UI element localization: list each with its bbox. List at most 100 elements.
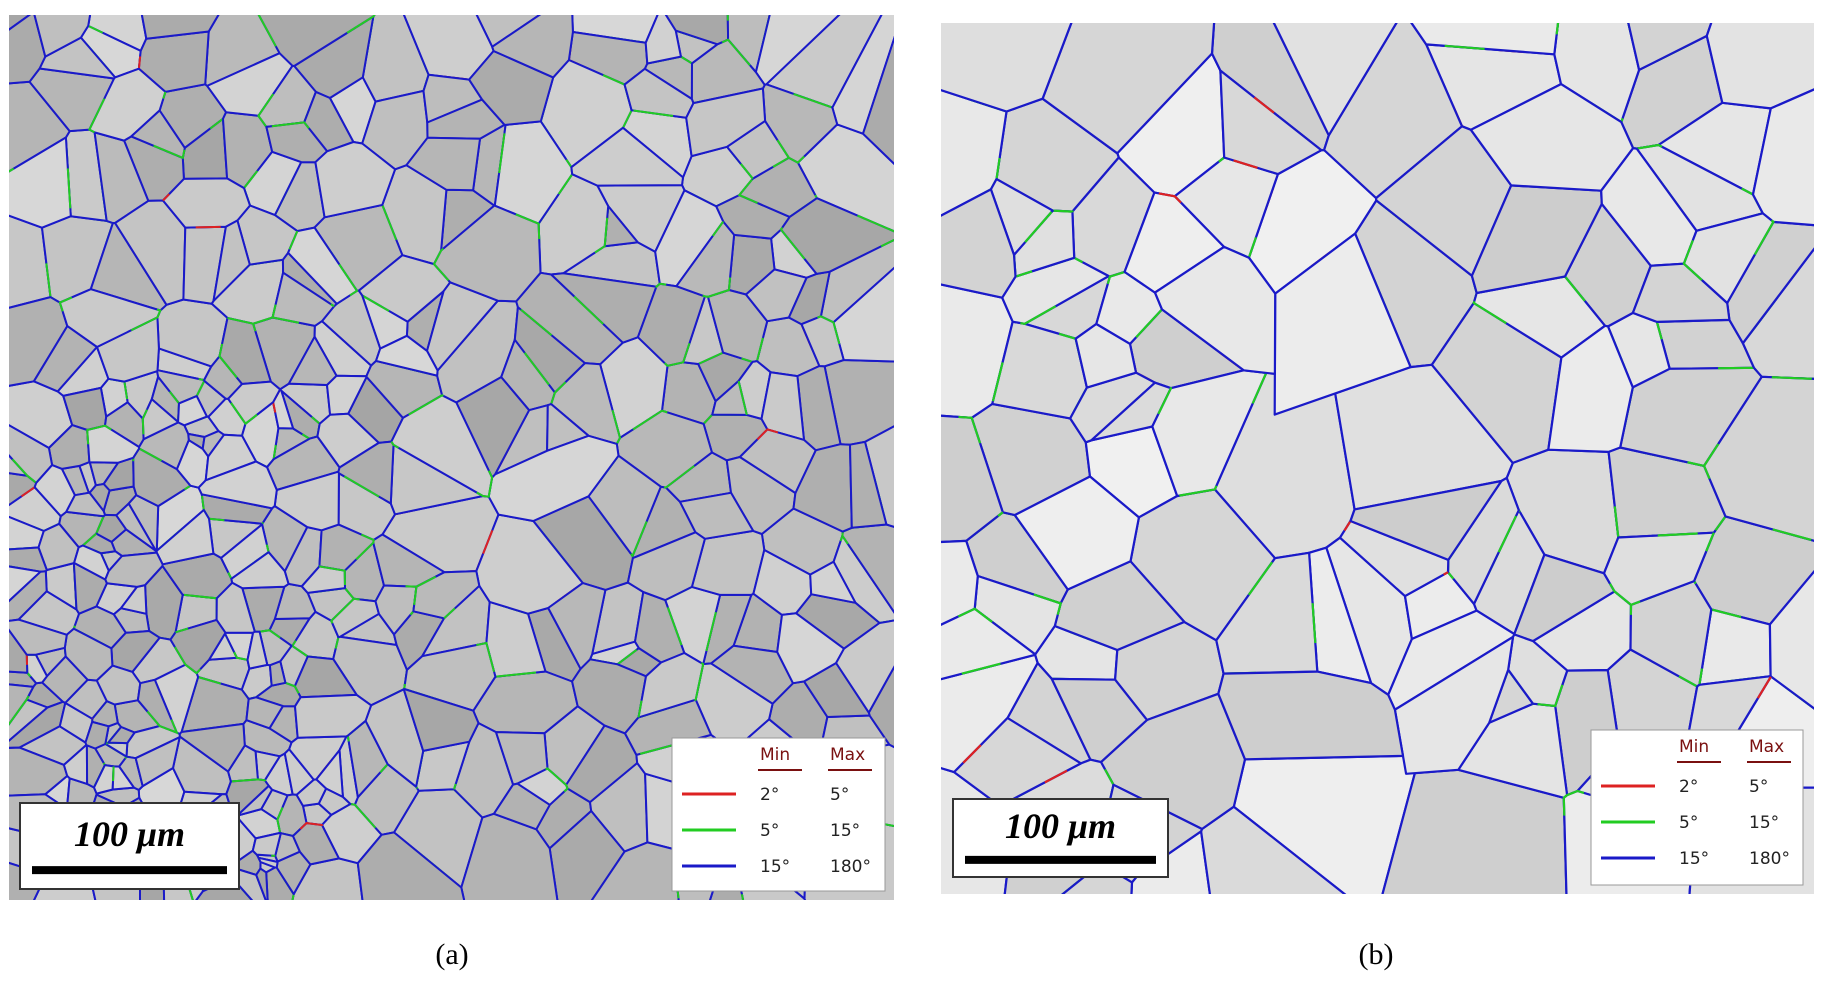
low-angle-boundary	[226, 380, 281, 426]
legend-header: Max	[830, 745, 865, 765]
very-low-angle-boundary	[1123, 191, 1226, 294]
grain	[88, 483, 111, 512]
legend-value: 15°	[830, 821, 860, 841]
low-angle-boundary	[9, 424, 54, 485]
grain	[1153, 245, 1277, 375]
low-angle-boundary	[271, 271, 336, 327]
low-angle-boundary	[88, 67, 167, 142]
legend-value: 5°	[760, 821, 779, 841]
grain	[738, 428, 817, 494]
grain	[941, 607, 1037, 681]
grain	[257, 15, 376, 67]
grain	[204, 433, 257, 482]
grain	[402, 688, 480, 752]
low-angle-boundary	[223, 631, 255, 662]
grain	[1217, 670, 1405, 761]
grain	[115, 502, 157, 552]
micrograph-a	[9, 15, 894, 900]
legend-value: 15°	[760, 857, 790, 877]
very-low-angle-boundary	[1338, 519, 1450, 598]
low-angle-boundary	[515, 767, 569, 807]
low-angle-boundary	[1602, 531, 1716, 607]
low-angle-boundary	[587, 454, 663, 559]
very-low-angle-boundary	[952, 716, 1084, 808]
low-angle-boundary	[286, 226, 359, 306]
grain	[941, 23, 1073, 113]
panel-label: (b)	[1359, 938, 1394, 971]
low-angle-boundary	[779, 197, 894, 275]
grain	[460, 812, 559, 900]
grain	[1273, 232, 1412, 416]
grain	[134, 736, 181, 788]
low-angle-boundary	[550, 362, 622, 446]
grain	[1349, 479, 1503, 562]
low-angle-boundary	[637, 651, 705, 719]
grain	[215, 581, 256, 634]
grain	[1074, 322, 1138, 389]
low-angle-boundary	[390, 394, 494, 498]
legend-value: 5°	[830, 785, 849, 805]
grain	[547, 582, 607, 670]
grain	[1702, 375, 1814, 542]
low-angle-boundary	[615, 646, 663, 678]
low-angle-boundary	[81, 532, 117, 555]
grain	[107, 726, 136, 745]
grain	[375, 334, 439, 377]
very-low-angle-boundary	[161, 177, 252, 229]
grain	[32, 325, 98, 393]
low-angle-boundary	[725, 119, 791, 180]
low-angle-boundary	[332, 635, 409, 707]
low-angle-boundary	[1472, 275, 1607, 359]
grain	[65, 491, 106, 518]
grain	[626, 531, 706, 602]
grain	[33, 464, 76, 518]
very-low-angle-boundary	[291, 822, 341, 866]
grain	[1547, 324, 1634, 453]
low-angle-boundary	[9, 683, 35, 726]
scale-bar-label: 100 μm	[74, 814, 185, 854]
low-angle-boundary	[690, 38, 766, 105]
low-angle-boundary	[800, 315, 845, 368]
grain	[33, 15, 92, 58]
low-angle-boundary	[136, 678, 179, 735]
grain	[246, 630, 269, 670]
scale-bar-box	[19, 802, 240, 890]
low-angle-boundary	[636, 282, 707, 367]
grain	[685, 87, 767, 158]
grain	[941, 188, 1017, 299]
low-angle-boundary	[330, 597, 381, 639]
grain	[487, 434, 620, 522]
grain	[178, 722, 246, 773]
low-angle-boundary	[1095, 270, 1164, 346]
grain	[570, 126, 684, 187]
grain	[433, 204, 542, 303]
scale-bar-box	[952, 798, 1169, 878]
grain	[141, 398, 180, 441]
low-angle-boundary	[711, 379, 749, 416]
grain	[468, 50, 555, 126]
grain	[405, 136, 481, 192]
grain	[356, 831, 466, 900]
scale-bar-label: 100 μm	[1005, 806, 1116, 846]
grain	[84, 720, 110, 750]
overlays: (a) 100 μm Min Max 2° 5° 5° 15° 15° 180° (b) 100 μm…	[19, 729, 1804, 971]
legend-value: 2°	[1679, 777, 1698, 797]
grain	[1013, 475, 1141, 591]
low-angle-boundary	[300, 565, 347, 594]
grain	[835, 619, 894, 714]
grain	[257, 856, 279, 869]
low-angle-boundary	[643, 55, 694, 101]
legend-value: 15°	[1679, 849, 1709, 869]
grain	[268, 660, 287, 687]
low-angle-boundary	[276, 793, 308, 838]
grain	[197, 460, 278, 510]
grain	[132, 447, 192, 508]
legend-header: Max	[1749, 737, 1784, 757]
grain	[314, 141, 397, 219]
grain	[1410, 23, 1560, 56]
low-angle-boundary	[941, 88, 1008, 217]
grain	[96, 316, 160, 383]
grain	[1272, 23, 1398, 137]
grain	[679, 491, 755, 540]
